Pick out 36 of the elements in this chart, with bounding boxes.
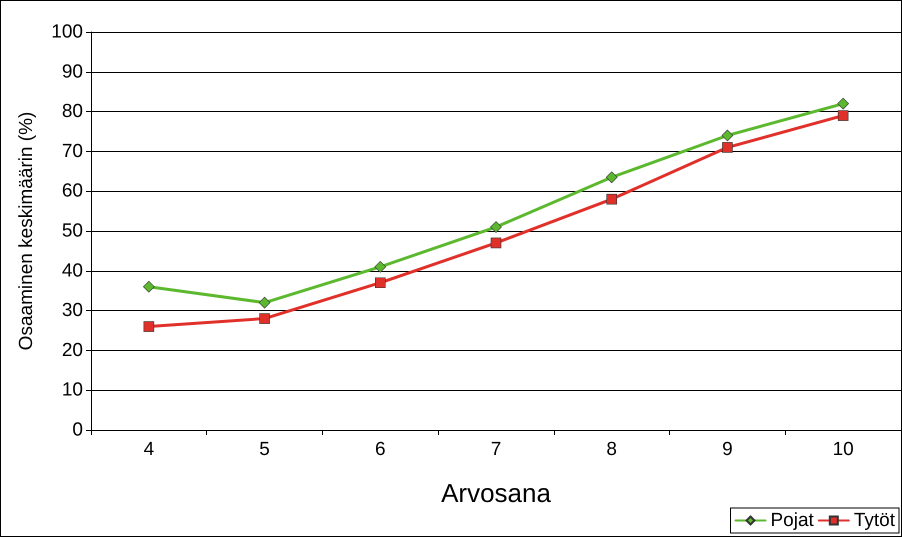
point [374,277,386,288]
x-tick-label: 10 [832,439,854,460]
point [374,261,386,273]
point [722,130,734,142]
point [258,296,270,308]
legend-label: Tytöt [854,510,896,531]
y-tick-label: 0 [72,420,83,440]
point [837,98,849,110]
x-tick-label: 6 [374,439,386,460]
y-axis-title: Osaaminen keskimäärin (%) [16,112,37,350]
x-tick-label: 8 [606,439,618,460]
y-tick-label: 80 [62,101,83,122]
point [838,110,848,121]
point [259,313,270,324]
point [490,238,502,248]
point [606,194,618,204]
y-tick-label: 10 [62,380,83,401]
y-tick-label: 90 [62,61,83,82]
y-tick-label: 100 [51,22,83,42]
x-axis-title: Arvosana [441,478,552,508]
y-tick-label: 40 [62,260,83,282]
y-tick-label: 30 [62,300,83,322]
x-tick-label: 5 [259,439,270,460]
point [143,280,155,293]
point [144,321,154,332]
y-tick-label: 70 [62,140,83,162]
point [722,142,733,153]
y-tick-label: 20 [62,340,83,361]
point [606,171,618,184]
point [490,221,502,233]
x-tick-label: 4 [144,439,155,460]
legend-label: Pojat [770,510,815,531]
x-tick-label: 9 [722,439,733,460]
x-tick-label: 7 [490,439,502,460]
y-tick-label: 60 [62,180,83,202]
y-tick-label: 50 [62,220,83,242]
